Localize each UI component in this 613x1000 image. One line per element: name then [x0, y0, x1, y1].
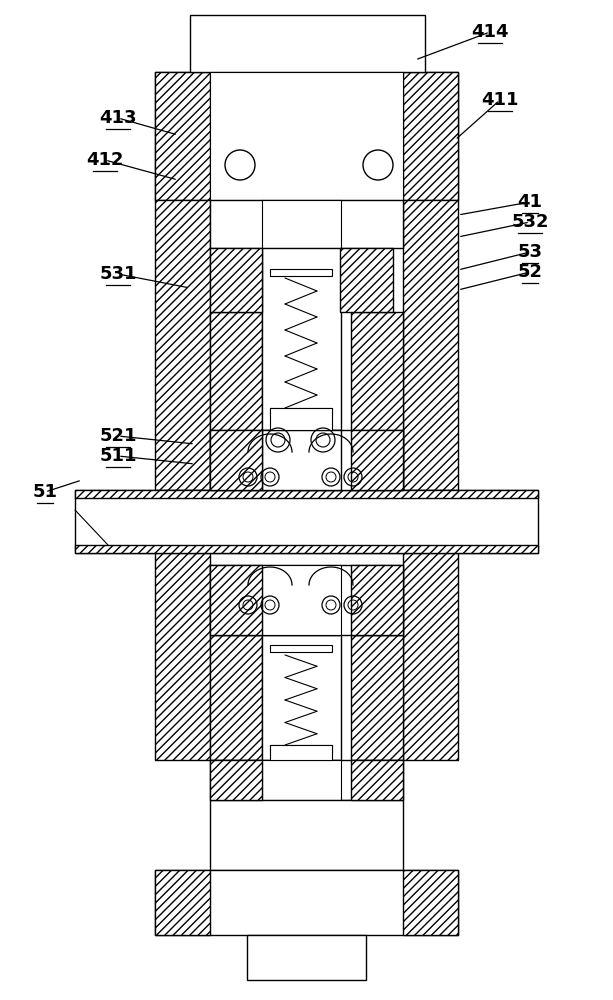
Bar [210, 430, 403, 490]
Bar [351, 312, 403, 490]
Bar [75, 490, 538, 553]
Bar [155, 200, 210, 490]
Text: 411: 411 [481, 91, 519, 109]
Bar [155, 72, 458, 200]
Bar [270, 269, 332, 276]
Bar [155, 870, 210, 935]
Bar [351, 760, 403, 800]
Bar [351, 565, 403, 635]
Bar [270, 408, 332, 430]
Bar [262, 430, 341, 490]
Bar [210, 72, 403, 200]
Bar [155, 870, 458, 935]
Bar [262, 565, 341, 635]
Text: 521: 521 [99, 427, 137, 445]
Bar [210, 800, 403, 870]
Bar [155, 553, 210, 760]
Bar [270, 745, 332, 752]
Bar [75, 545, 538, 553]
Bar [210, 635, 262, 760]
Bar [190, 15, 425, 72]
Text: 511: 511 [99, 447, 137, 465]
Bar [75, 490, 538, 498]
Bar [262, 760, 341, 800]
Text: 412: 412 [86, 151, 124, 169]
Text: 41: 41 [517, 193, 543, 211]
Bar [270, 645, 332, 652]
Bar [340, 248, 393, 312]
Bar [262, 248, 341, 430]
Bar [210, 760, 403, 800]
Text: 51: 51 [32, 483, 58, 501]
Bar [210, 248, 262, 312]
Text: 52: 52 [517, 263, 543, 281]
Bar [247, 935, 366, 980]
Bar [270, 408, 332, 415]
Bar [155, 72, 210, 200]
Bar [270, 745, 332, 760]
Bar [403, 72, 458, 200]
Bar [403, 200, 458, 490]
Text: 413: 413 [99, 109, 137, 127]
Text: 53: 53 [517, 243, 543, 261]
Bar [210, 565, 262, 635]
Bar [403, 553, 458, 760]
Bar [262, 200, 341, 248]
Bar [210, 430, 262, 490]
Bar [210, 760, 262, 800]
Bar [351, 430, 403, 490]
Bar [210, 200, 403, 248]
Bar [403, 870, 458, 935]
Bar [262, 635, 341, 760]
Bar [351, 635, 403, 760]
Text: 532: 532 [511, 213, 549, 231]
Text: 414: 414 [471, 23, 509, 41]
Bar [210, 565, 403, 635]
Text: 531: 531 [99, 265, 137, 283]
Bar [210, 312, 262, 490]
